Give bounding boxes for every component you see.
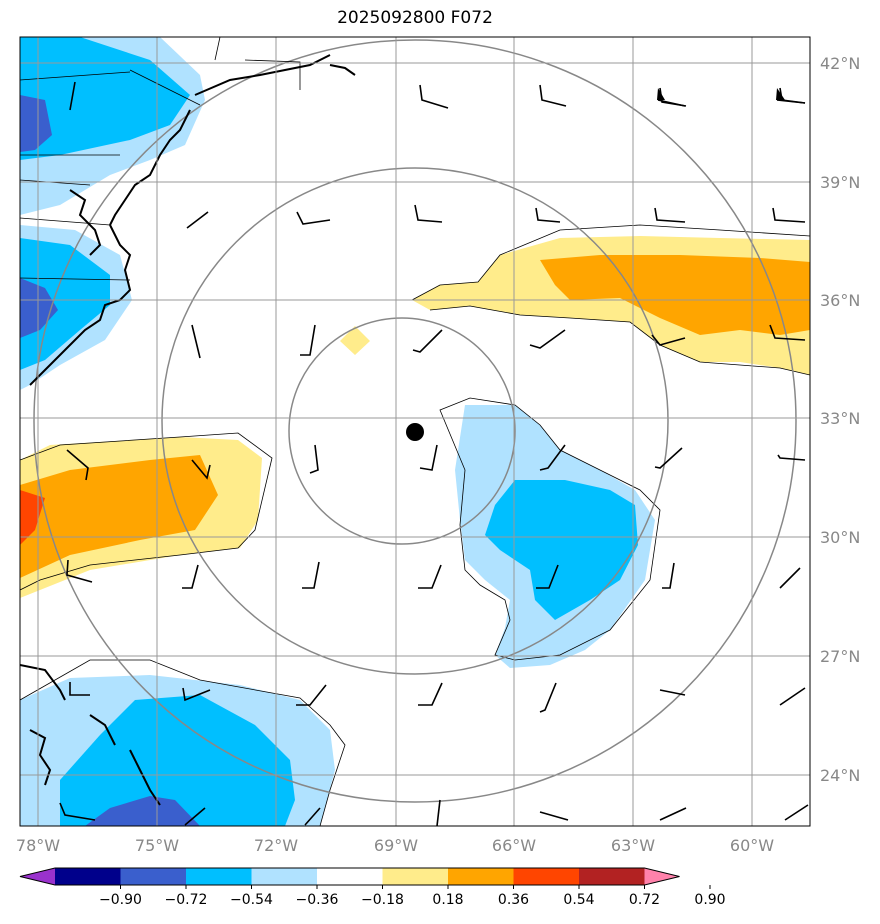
colorbar-segment [382,868,448,885]
colorbar-extend-high [644,868,680,885]
positive-region-west-core [20,455,218,578]
positive-region-small [340,326,370,355]
lon-label: 78°W [16,836,60,855]
colorbar-segment [448,868,514,885]
lon-label: 72°W [254,836,298,855]
storm-center-marker [406,423,424,441]
negative-region-west-core [20,238,110,370]
range-rings [33,39,797,803]
state-borders [20,37,301,281]
colorbar-tick-label: 0.18 [432,892,463,908]
colorbar-tick-label: −0.90 [99,892,142,908]
lat-label: 36°N [820,291,860,310]
coastline [20,54,356,806]
colorbar-tick-label: 0.36 [498,892,529,908]
lon-label: 60°W [730,836,774,855]
positive-region-west-peak [20,490,45,545]
colorbar-outline [19,867,680,886]
plot-frame [19,36,811,827]
lon-label: 75°W [135,836,179,855]
colorbar-segment [513,868,579,885]
longitude-labels: 78°W 75°W 72°W 69°W 66°W 63°W 60°W [16,836,774,855]
lat-label: 33°N [820,409,860,428]
latitude-labels: 42°N 39°N 36°N 33°N 30°N 27°N 24°N [820,54,860,785]
colorbar-tick-label: −0.36 [296,892,339,908]
colorbar-segment [251,868,317,885]
negative-region-southwest-core [60,695,295,826]
colorbar-segment [55,868,121,885]
lat-label: 24°N [820,766,860,785]
colorbar-tick-label: 0.54 [563,892,594,908]
colorbar-segment [579,868,645,885]
shaded-field [20,37,810,826]
grid-lines [20,37,810,826]
colorbar-tick-label: −0.18 [361,892,404,908]
colorbar-segment [186,868,252,885]
lat-label: 39°N [820,173,860,192]
colorbar-tick-label: −0.54 [230,892,273,908]
lon-label: 66°W [492,836,536,855]
map-title: 2025092800 F072 [337,8,493,28]
colorbar-tick-label: 0.90 [694,892,725,908]
negative-region-northwest-deep [20,95,52,152]
colorbar-extend-low [20,868,55,885]
negative-region-southwest-deep [85,796,200,826]
negative-region-central-core [485,480,638,620]
lat-label: 42°N [820,54,860,73]
colorbar-tick-label: 0.72 [629,892,660,908]
positive-region-northeast-core [540,255,810,335]
colorbar: −0.90 −0.72 −0.54 −0.36 −0.18 0.18 0.36 0.54 0.7… [19,867,726,908]
lon-label: 69°W [374,836,418,855]
lon-label: 63°W [611,836,655,855]
lat-label: 27°N [820,647,860,666]
colorbar-segment [317,868,383,885]
wind-barbs [59,81,809,827]
colorbar-segment [120,868,186,885]
negative-region-northwest-core [20,37,190,160]
colorbar-tick-label: −0.72 [165,892,208,908]
wind-barb-flags [657,88,806,107]
negative-region-west-deep [20,278,58,338]
lat-label: 30°N [820,528,860,547]
